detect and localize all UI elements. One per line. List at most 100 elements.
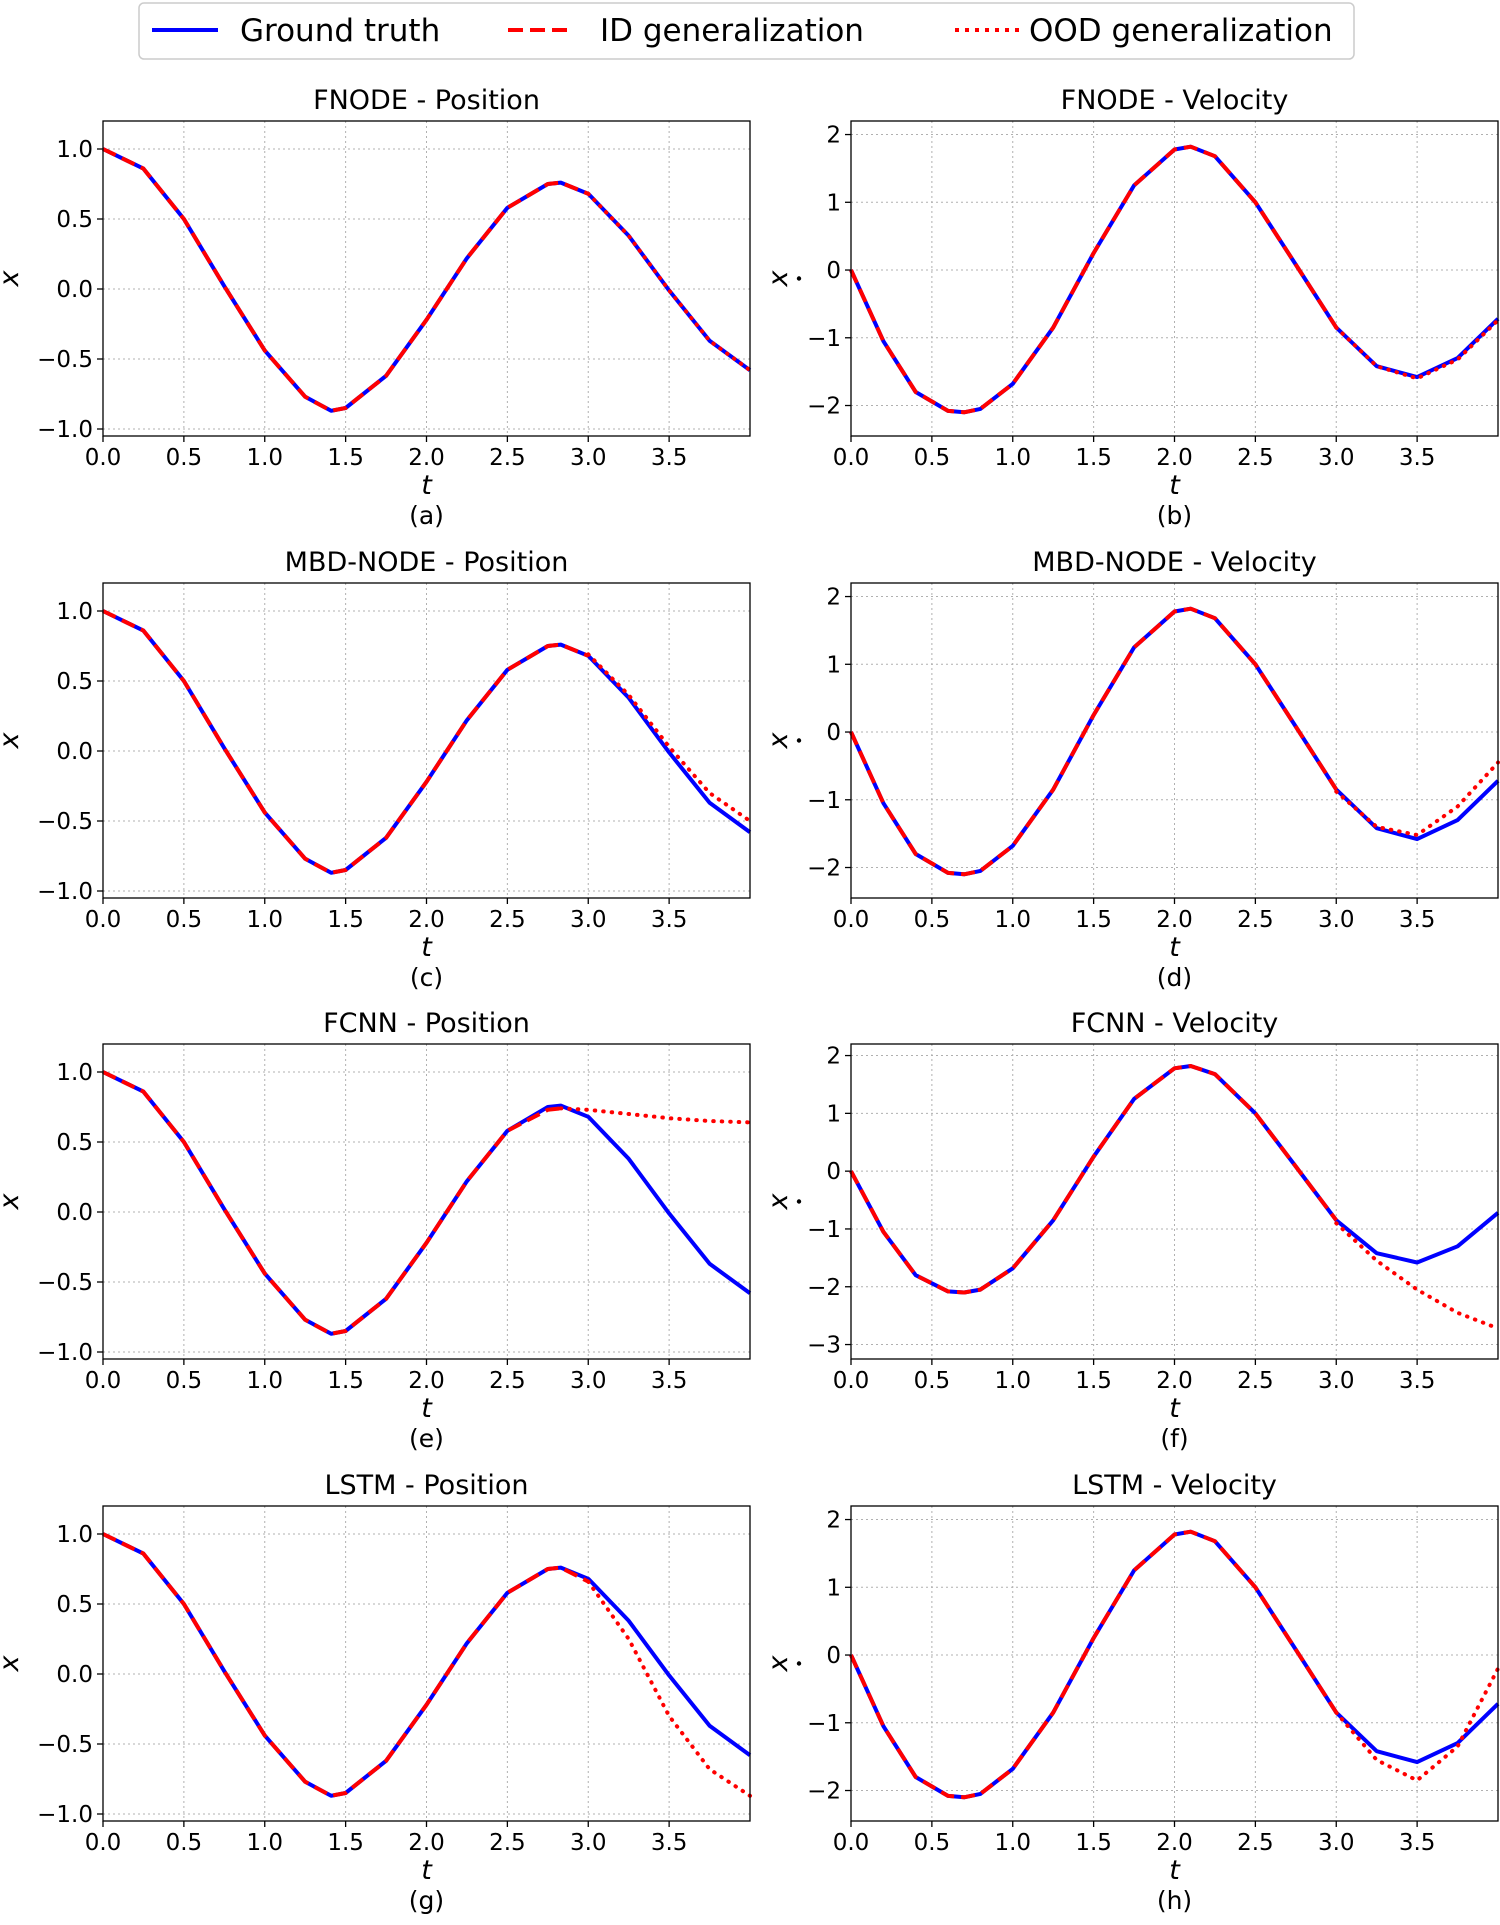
x-tick-label: 1.0 — [246, 1830, 283, 1856]
x-tick-label: 2.0 — [408, 445, 445, 471]
x-tick-label: 3.0 — [1318, 445, 1355, 471]
y-tick-label: −0.5 — [37, 1732, 93, 1758]
y-axis-label-group: x — [763, 731, 802, 749]
derivative-dot-icon — [796, 1199, 802, 1204]
x-tick-label: 3.0 — [570, 907, 607, 933]
series-line-id-generalization — [849, 144, 1338, 415]
y-tick-label: 2 — [826, 1508, 841, 1534]
y-axis-label-group: x — [0, 1192, 25, 1210]
series-line-id-generalization — [102, 1532, 590, 1798]
y-tick-label: 0.0 — [56, 739, 93, 765]
grid — [850, 121, 1498, 436]
x-tick-label: 1.5 — [327, 1830, 364, 1856]
x-tick-label: 3.0 — [570, 1368, 607, 1394]
x-tick-label: 0.5 — [166, 445, 203, 471]
panel-label: (a) — [409, 501, 444, 530]
axes-frame — [102, 1505, 751, 1822]
x-tick-label: 0.5 — [166, 907, 203, 933]
subplot-title: FNODE - Position — [313, 85, 540, 116]
derivative-dot-icon — [796, 738, 802, 743]
panel-label: (f) — [1160, 1424, 1188, 1453]
x-tick-label: 0.0 — [833, 1830, 870, 1856]
y-tick-label: 2 — [826, 585, 841, 611]
subplot-title: FCNN - Velocity — [1071, 1008, 1279, 1039]
y-tick-label: −2 — [807, 856, 841, 882]
y-axis-label: x — [763, 731, 794, 749]
x-tick-label: 2.0 — [1156, 445, 1193, 471]
y-tick-label: 1 — [826, 1101, 841, 1127]
y-tick-label: −1.0 — [37, 417, 93, 443]
x-tick-label: 1.0 — [994, 907, 1031, 933]
x-tick-label: 0.0 — [85, 907, 122, 933]
x-tick-label: 1.5 — [327, 907, 364, 933]
grid — [850, 1044, 1498, 1359]
x-tick-label: 3.0 — [570, 1830, 607, 1856]
subplot-2: 0.0 0.5 1.0 1.5 2.0 2.5 3.0 3.5 −2 −1 0 1 2 FNODE - V… — [763, 85, 1500, 530]
x-tick-label: 3.5 — [1399, 907, 1436, 933]
x-tick-label: 2.0 — [1156, 907, 1193, 933]
y-tick-label: −2 — [807, 394, 841, 420]
subplot-5: 0.0 0.5 1.0 1.5 2.0 2.5 3.0 3.5 −1.0 −0.5 0.0 0.5 1.… — [0, 1008, 752, 1453]
y-axis-label: x — [763, 269, 794, 287]
x-tick-label: 0.5 — [914, 907, 951, 933]
legend-label-ground-truth: Ground truth — [240, 13, 440, 49]
y-tick-label: −1 — [807, 788, 841, 814]
x-tick-label: 3.5 — [651, 1830, 688, 1856]
series-line-ood-generalization — [1334, 318, 1500, 381]
y-tick-label: 1 — [826, 190, 841, 216]
x-tick-label: 2.5 — [1237, 445, 1274, 471]
legend-label-id-generalization: ID generalization — [600, 13, 864, 49]
y-tick-label: 0 — [826, 1643, 841, 1669]
panel-label: (b) — [1157, 501, 1192, 530]
x-tick-label: 0.0 — [85, 445, 122, 471]
y-tick-label: 1.0 — [56, 599, 93, 625]
y-tick-label: −0.5 — [37, 347, 93, 373]
grid — [102, 583, 750, 898]
legend-label-ood-generalization: OOD generalization — [1029, 13, 1333, 49]
x-tick-label: 2.0 — [1156, 1830, 1193, 1856]
y-axis-label: x — [0, 731, 25, 749]
x-tick-label: 3.5 — [1399, 1830, 1436, 1856]
y-axis-label-group: x — [763, 269, 802, 287]
y-tick-label: 0.5 — [56, 1130, 93, 1156]
x-tick-label: 2.0 — [408, 1368, 445, 1394]
subplot-title: LSTM - Position — [324, 1470, 528, 1501]
x-tick-label: 3.5 — [651, 445, 688, 471]
y-tick-label: −2 — [807, 1275, 841, 1301]
x-tick-label: 1.0 — [246, 445, 283, 471]
x-tick-label: 1.5 — [327, 445, 364, 471]
grid — [850, 1506, 1498, 1821]
x-tick-label: 2.5 — [489, 1830, 526, 1856]
axes-frame — [102, 582, 751, 899]
legend-frame — [138, 2, 1355, 60]
y-tick-label: −1.0 — [37, 1340, 93, 1366]
subplot-title: FNODE - Velocity — [1061, 85, 1289, 116]
subplot-4: 0.0 0.5 1.0 1.5 2.0 2.5 3.0 3.5 −2 −1 0 1 2 MBD-NODE … — [763, 547, 1500, 992]
x-tick-label: 0.0 — [85, 1830, 122, 1856]
y-tick-label: 0.0 — [56, 277, 93, 303]
y-axis-label-group: x — [0, 731, 25, 749]
axes-frame — [102, 1043, 751, 1360]
subplot-title: FCNN - Position — [323, 1008, 530, 1039]
x-tick-label: 1.5 — [1075, 1830, 1112, 1856]
y-tick-label: 0.5 — [56, 1592, 93, 1618]
y-tick-label: −1 — [807, 1217, 841, 1243]
x-axis-label: t — [421, 932, 433, 963]
y-tick-label: 0.0 — [56, 1200, 93, 1226]
axes-frame — [850, 582, 1499, 899]
y-tick-label: 0 — [826, 1159, 841, 1185]
x-tick-label: 2.5 — [489, 907, 526, 933]
x-tick-label: 1.0 — [994, 1830, 1031, 1856]
subplot-title: MBD-NODE - Velocity — [1032, 547, 1316, 578]
y-tick-label: −1.0 — [37, 879, 93, 905]
y-tick-label: 1 — [826, 1575, 841, 1601]
y-tick-label: 0 — [826, 258, 841, 284]
x-tick-label: 2.0 — [1156, 1368, 1193, 1394]
y-tick-label: −2 — [807, 1779, 841, 1805]
y-axis-label: x — [763, 1654, 794, 1672]
x-tick-label: 2.5 — [489, 445, 526, 471]
y-tick-label: 0.0 — [56, 1662, 93, 1688]
y-tick-label: 0 — [826, 720, 841, 746]
subplot-8: 0.0 0.5 1.0 1.5 2.0 2.5 3.0 3.5 −2 −1 0 1 2 LSTM - Ve… — [763, 1470, 1500, 1915]
